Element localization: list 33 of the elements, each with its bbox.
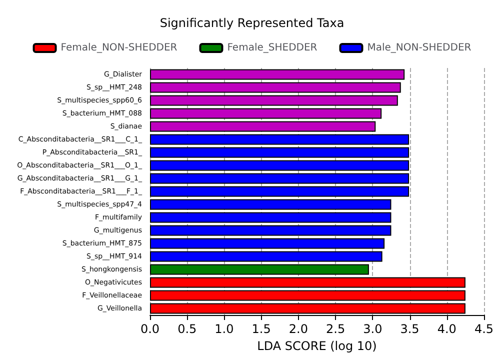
bar [150,147,410,158]
x-tick-label: 0.5 [178,322,197,336]
bar [150,290,466,301]
bar [150,121,376,132]
x-tick-label: 1.0 [214,322,234,336]
bar [150,251,382,262]
bar [150,69,405,80]
chart-title: Significantly Represented Taxa [160,16,344,30]
legend-label: Female_NON-SHEDDER [60,42,178,54]
bar [150,225,392,236]
bar [150,199,392,210]
bar [150,238,385,249]
x-tick-label: 2.0 [288,322,308,336]
x-tick-label: 2.5 [326,322,346,336]
bar [150,212,392,223]
bar [150,264,369,275]
x-tick-label: 4.0 [437,322,456,336]
bar [150,108,382,119]
legend-label: Female_SHEDDER [227,42,318,54]
x-tick-label: 0.0 [140,322,160,336]
x-tick-label: 1.5 [252,322,271,336]
bar [150,186,410,197]
bar [150,173,410,184]
bar [150,277,466,288]
x-tick-label: 4.5 [474,322,494,336]
bar [150,95,398,106]
x-tick-label: 3.5 [400,322,420,336]
bar [150,160,410,171]
bar [150,134,410,145]
x-tick-label: 3.0 [363,322,382,336]
x-axis-title: LDA SCORE (log 10) [257,338,377,353]
legend-label: Male_NON-SHEDDER [367,42,472,54]
bar [150,82,401,93]
